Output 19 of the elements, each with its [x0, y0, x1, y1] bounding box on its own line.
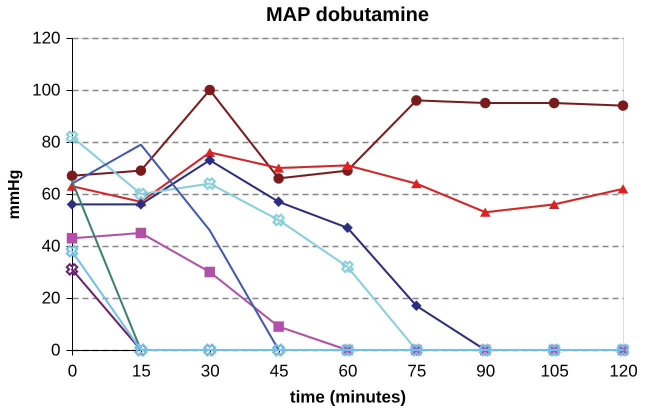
chart-title: MAP dobutamine: [266, 4, 429, 26]
y-tick-label: 120: [32, 28, 60, 48]
x-tick-label: 75: [407, 362, 426, 380]
y-tick-label: 0: [51, 340, 60, 360]
y-tick-label: 80: [42, 132, 60, 152]
y-tick-label: 20: [42, 288, 60, 308]
x-tick-label: 90: [476, 362, 496, 380]
y-tick-label: 40: [42, 236, 60, 256]
x-tick-label: 120: [609, 362, 638, 380]
y-tick-label: 60: [42, 184, 60, 204]
x-tick-label: 0: [68, 362, 78, 380]
y-tick-label: 100: [32, 80, 60, 100]
x-tick-label: 15: [132, 362, 151, 380]
x-tick-label: 105: [540, 362, 569, 380]
x-tick-label: 45: [270, 362, 289, 380]
x-tick-label: 30: [200, 362, 220, 380]
y-axis-title: mmHg: [6, 170, 24, 220]
x-axis-title: time (minutes): [290, 388, 406, 406]
x-tick-label: 60: [338, 362, 358, 380]
